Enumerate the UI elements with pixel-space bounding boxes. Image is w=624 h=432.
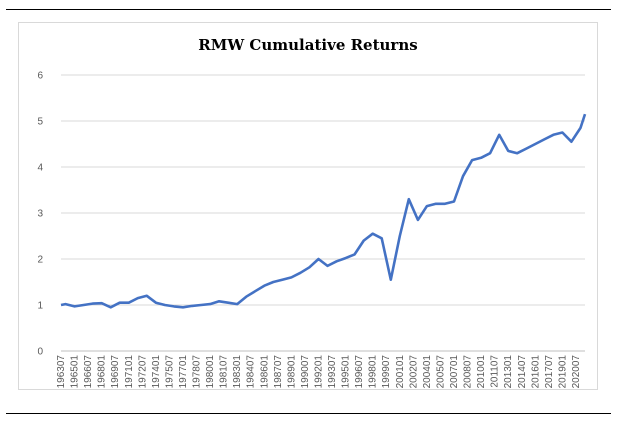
- x-tick-label: 198901: [286, 355, 297, 389]
- x-tick-label: 198601: [259, 355, 270, 389]
- x-tick-label: 196907: [110, 355, 121, 389]
- x-tick-label: 201107: [490, 355, 501, 388]
- series-line-rmw: [60, 113, 587, 309]
- x-tick-label: 198301: [232, 355, 243, 389]
- y-tick-label: 4: [37, 163, 43, 174]
- x-tick-label: 196801: [97, 355, 108, 389]
- x-tick-label: 199907: [381, 355, 392, 389]
- x-tick-label: 199307: [327, 355, 338, 389]
- x-tick-label: 196607: [83, 355, 94, 389]
- x-tick-label: 198001: [205, 355, 216, 389]
- y-tick-label: 2: [37, 255, 43, 266]
- y-tick-label: 3: [37, 209, 43, 220]
- x-tick-label: 201301: [503, 355, 514, 389]
- x-tick-label: 197507: [164, 355, 175, 389]
- x-tick-label: 200807: [463, 355, 474, 389]
- x-tick-label: 199501: [341, 355, 352, 389]
- x-tick-label: 200101: [395, 355, 406, 389]
- x-tick-label: 201407: [517, 355, 528, 389]
- x-tick-label: 200207: [408, 355, 419, 389]
- x-tick-label: 197807: [192, 355, 203, 389]
- x-tick-label: 201601: [530, 355, 541, 389]
- x-tick-label: 200701: [449, 355, 460, 389]
- x-tick-label: 201901: [557, 355, 568, 389]
- x-tick-label: 201707: [544, 355, 555, 389]
- y-tick-label: 6: [37, 71, 43, 82]
- chart-area: RMW Cumulative Returns 0 1 2 3 4 5 6 196307 1965…: [18, 22, 598, 390]
- bottom-rule: [6, 413, 611, 414]
- chart-title: RMW Cumulative Returns: [198, 36, 418, 54]
- y-tick-label: 0: [37, 347, 43, 358]
- x-tick-label: 199007: [300, 355, 311, 389]
- x-tick-label: 200507: [435, 355, 446, 389]
- x-tick-label: 198707: [273, 355, 284, 389]
- top-rule: [6, 9, 611, 10]
- x-tick-label: 199801: [368, 355, 379, 389]
- x-tick-label: 196501: [70, 355, 81, 389]
- x-tick-label: 201001: [476, 355, 487, 389]
- y-tick-label: 1: [37, 301, 43, 312]
- x-tick-label: 197701: [178, 355, 189, 389]
- x-tick-label: 197101: [124, 355, 135, 389]
- x-tick-label: 198407: [246, 355, 257, 389]
- x-tick-label: 198107: [219, 355, 230, 389]
- x-tick-label: 199201: [313, 355, 324, 389]
- x-tick-label: 196307: [56, 355, 67, 389]
- y-tick-label: 5: [37, 117, 43, 128]
- x-tick-label: 200401: [422, 355, 433, 389]
- x-tick-label: 199607: [354, 355, 365, 389]
- x-tick-label: 197207: [137, 355, 148, 389]
- x-tick-label: 202007: [571, 355, 582, 389]
- x-tick-label: 197401: [151, 355, 162, 389]
